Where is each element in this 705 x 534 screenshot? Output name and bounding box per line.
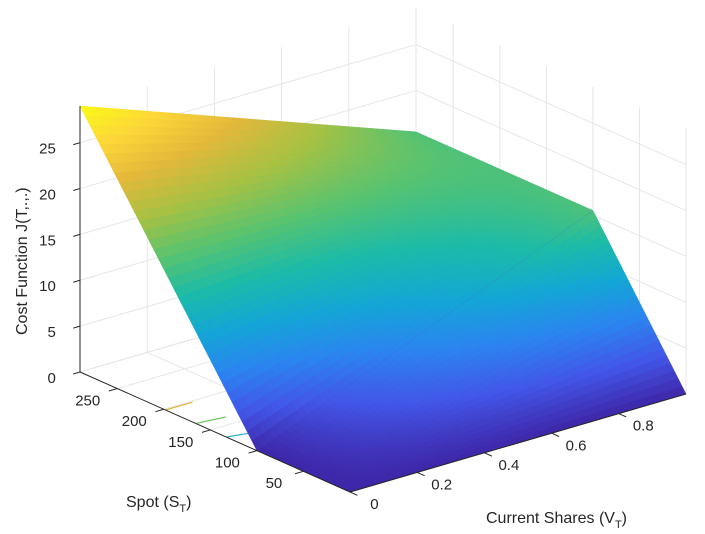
y-axis-label-close: ) — [186, 494, 191, 511]
y-tick-label: 50 — [266, 475, 283, 492]
z-tick-label: 25 — [39, 141, 56, 158]
y-tick-label: 100 — [215, 454, 240, 471]
z-tick-label: 15 — [39, 232, 56, 249]
z-tick-label: 5 — [47, 324, 55, 341]
y-axis-label: Spot (ST) — [126, 494, 191, 515]
grid-line — [415, 44, 687, 166]
x-axis-line — [349, 393, 687, 493]
x-tick-label: 0.2 — [431, 477, 452, 494]
y-tick-mark — [108, 388, 118, 392]
contour-line — [195, 416, 226, 425]
x-axis-label: Current Shares (VT) — [486, 510, 627, 529]
y-tick-mark — [248, 450, 258, 454]
y-axis-label-main: Spot (S — [126, 494, 179, 511]
x-tick-mark — [416, 471, 425, 477]
z-tick-mark — [73, 233, 81, 237]
x-tick-label: 0.4 — [498, 457, 519, 474]
y-tick-label: 150 — [168, 434, 193, 451]
y-tick-label: 250 — [75, 392, 100, 409]
z-axis-label: Cost Function J(T,.,.) — [14, 187, 31, 335]
z-tick-mark — [73, 371, 81, 375]
x-axis-label-sub: T — [615, 519, 622, 529]
z-tick-label: 10 — [39, 278, 56, 295]
y-tick-mark — [201, 429, 211, 433]
x-tick-mark — [484, 452, 493, 457]
z-tick-mark — [73, 142, 81, 146]
x-tick-mark — [551, 432, 560, 437]
grid-line — [415, 90, 687, 212]
x-tick-mark — [618, 413, 627, 418]
contour-line — [165, 401, 193, 411]
z-tick-label: 0 — [47, 370, 55, 387]
x-tick-label: 0 — [370, 496, 378, 513]
axes — [73, 106, 687, 496]
z-tick-mark — [73, 325, 81, 329]
z-tick-label: 20 — [39, 186, 56, 203]
x-axis-label-main: Current Shares (V — [486, 510, 615, 527]
z-tick-mark — [73, 279, 81, 283]
y-tick-label: 200 — [122, 413, 147, 430]
x-tick-mark — [349, 491, 358, 496]
y-axis-label-sub: T — [179, 503, 186, 515]
x-tick-label: 0.6 — [566, 437, 587, 454]
x-tick-label: 0.8 — [633, 418, 654, 435]
y-tick-mark — [155, 408, 164, 413]
y-axis-line — [79, 371, 351, 493]
z-tick-mark — [73, 188, 81, 191]
x-axis-label-close: ) — [622, 510, 627, 527]
y-tick-mark — [294, 470, 304, 475]
tick-labels: 0 0.2 0.4 0.6 0.8 50 100 150 200 250 0 5 10 15 20 25 — [39, 141, 654, 514]
